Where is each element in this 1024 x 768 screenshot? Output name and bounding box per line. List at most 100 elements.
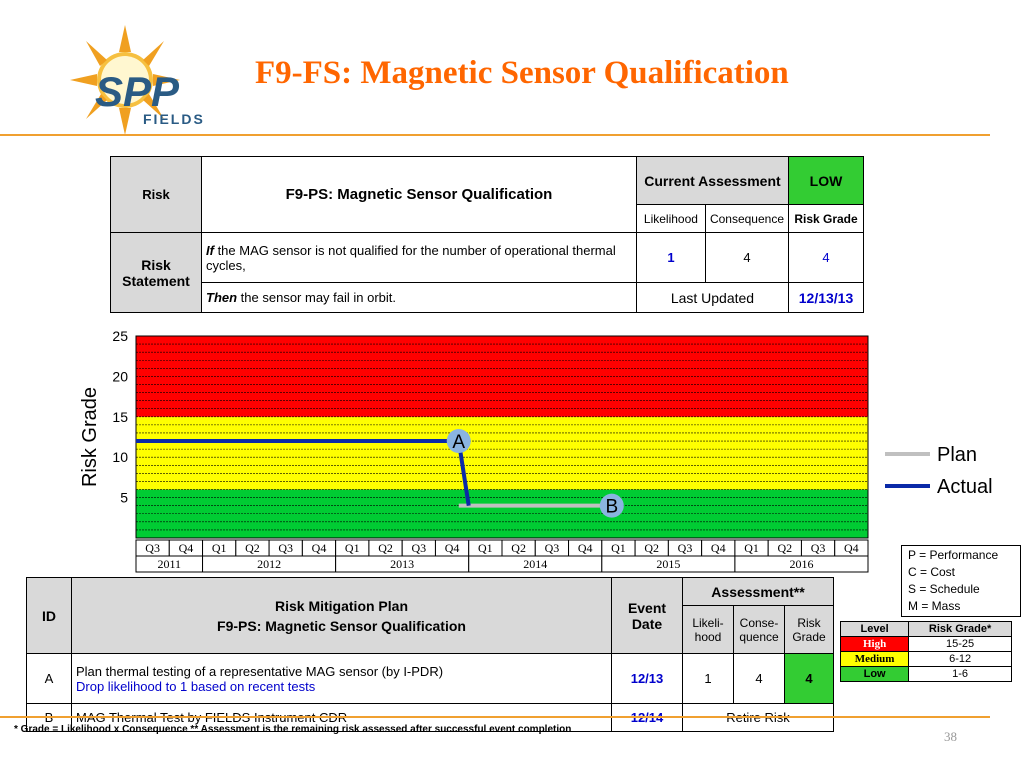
year-label: 2013 [390,557,414,571]
risk-summary-table: Risk F9-PS: Magnetic Sensor Qualificatio… [110,156,864,313]
quarter-label: Q4 [179,541,194,555]
risk-if-statement: If the MAG sensor is not qualified for t… [201,232,637,283]
current-assessment-value: LOW [788,156,864,205]
quarter-label: Q3 [411,541,426,555]
quarter-label: Q1 [744,541,759,555]
risk-statement-label: Risk Statement [110,232,202,313]
footnote: * Grade = Likelihood x Consequence ** As… [14,724,572,735]
row-a-likelihood: 1 [682,653,734,704]
risk-level-table: Level Risk Grade* High 15-25 Medium 6-12… [839,621,1012,682]
risk-grade-chart: 5 10 15 20 25 Risk Grade Q3 Q4 Q1 Q2 Q3 Q4 Q1 Q2 Q3 Q4 Q… [79,328,993,573]
year-cell [734,555,869,573]
row-a-grade: 4 [784,653,834,704]
quarter-label: Q3 [811,541,826,555]
likelihood-value: 1 [635,232,706,283]
legend-label-plan: Plan [937,444,977,466]
quarter-label: Q1 [345,541,360,555]
grade-header: Risk Grade [784,605,834,654]
spp-fields-logo: SPP FIELDS [70,25,205,135]
pcsm-legend: P = Performance C = Cost S = Schedule M … [901,545,1021,617]
then-word: Then [206,290,238,305]
y-tick-label: 25 [112,328,128,344]
quarter-label: Q4 [578,541,593,555]
assessment-header: Assessment** [682,577,834,606]
legend-performance: P = Performance [908,548,999,562]
plan-header-line1: Risk Mitigation Plan [274,597,408,614]
quarter-label: Q3 [145,541,160,555]
legend-cost: C = Cost [908,565,956,579]
risk-then-statement: Then the sensor may fail in orbit. [201,282,637,313]
top-divider [0,134,990,136]
y-tick-label: 20 [112,368,128,384]
level-medium: Medium [839,651,910,667]
row-a-date: 12/13 [611,653,683,704]
risk-grade-label: Risk Grade [788,204,864,233]
row-a-id: A [26,653,72,704]
quarter-label: Q1 [611,541,626,555]
likelihood-header: Likeli-hood [682,605,734,654]
marker-label-b: B [605,497,618,518]
quarter-label: Q4 [844,541,859,555]
quarter-label: Q3 [678,541,693,555]
y-tick-label: 10 [112,449,128,465]
quarter-label: Q2 [245,541,260,555]
consequence-header: Conse-quence [733,605,785,654]
quarter-label: Q3 [278,541,293,555]
quarter-label: Q2 [644,541,659,555]
quarter-label: Q4 [711,541,726,555]
id-header: ID [26,577,72,654]
table-row: A Plan thermal testing of a representati… [26,653,834,704]
year-label: 2016 [789,557,813,571]
y-axis-label: Risk Grade [79,387,101,487]
quarter-label: Q2 [511,541,526,555]
plot-border [135,335,869,539]
risk-band-1 [136,416,868,490]
level-header: Level [839,621,910,637]
if-text: the MAG sensor is not qualified for the … [206,242,616,273]
quarter-label: Q1 [212,541,227,555]
then-text: the sensor may fail in orbit. [237,290,397,305]
page-number: 38 [944,729,957,744]
bottom-divider [0,716,990,718]
legend-schedule: S = Schedule [908,582,980,596]
risk-title: F9-PS: Magnetic Sensor Qualification [201,156,637,233]
marker-a [446,429,471,454]
plan-header: Risk Mitigation Plan F9-PS: Magnetic Sen… [71,577,612,654]
row-a-plan-text: Plan thermal testing of a representative… [76,663,444,679]
year-label: 2011 [157,557,181,571]
if-word: If [206,242,214,258]
marker-label-a: A [452,432,465,453]
event-date-header: Event Date [611,577,683,654]
last-updated-label: Last Updated [635,282,790,313]
risk-grade-value: 4 [788,232,864,283]
row-a-consequence: 4 [733,653,785,704]
likelihood-label: Likelihood [635,204,706,233]
quarter-label: Q2 [777,541,792,555]
risk-label: Risk [110,156,202,233]
legend-label-actual: Actual [937,476,993,498]
consequence-value: 4 [704,232,790,283]
level-medium-range: 6-12 [908,651,1012,667]
y-tick-label: 15 [112,409,128,425]
quarter-label: Q3 [545,541,560,555]
sun-icon [70,25,180,135]
quarter-label: Q2 [378,541,393,555]
page-title: F9-FS: Magnetic Sensor Qualification [255,55,789,91]
quarter-label: Q1 [478,541,493,555]
row-a-note: Drop likelihood to 1 based on recent tes… [76,678,316,694]
level-low: Low [839,666,910,682]
row-a-plan: Plan thermal testing of a representative… [71,653,612,704]
level-high-range: 15-25 [908,636,1012,652]
y-tick-label: 5 [120,490,128,506]
year-label: 2015 [656,557,680,571]
mitigation-table: ID Risk Mitigation Plan F9-PS: Magnetic … [26,577,834,732]
legend-mass: M = Mass [908,599,961,613]
grade-header: Risk Grade* [908,621,1012,637]
logo-subtext: FIELDS [143,111,205,127]
level-high: High [839,636,910,652]
year-label: 2012 [257,557,281,571]
current-assessment-label: Current Assessment [635,156,790,205]
logo-text: SPP [95,68,180,115]
plan-header-line2: F9-PS: Magnetic Sensor Qualification [217,617,466,634]
marker-b [599,493,624,518]
